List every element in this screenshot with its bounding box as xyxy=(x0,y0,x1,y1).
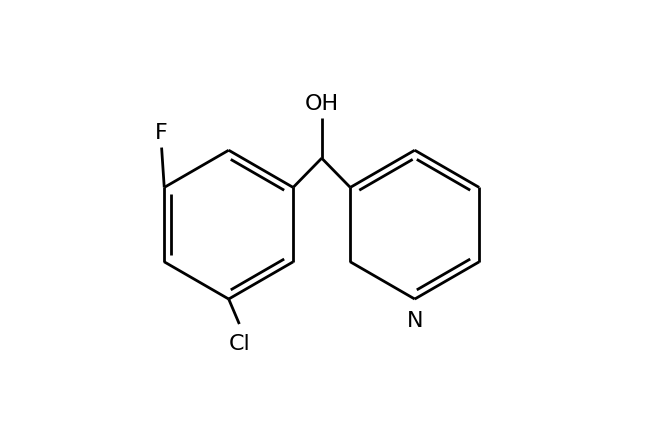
Text: OH: OH xyxy=(305,94,339,114)
Text: N: N xyxy=(407,311,423,331)
Text: F: F xyxy=(155,123,168,143)
Text: Cl: Cl xyxy=(228,333,250,354)
